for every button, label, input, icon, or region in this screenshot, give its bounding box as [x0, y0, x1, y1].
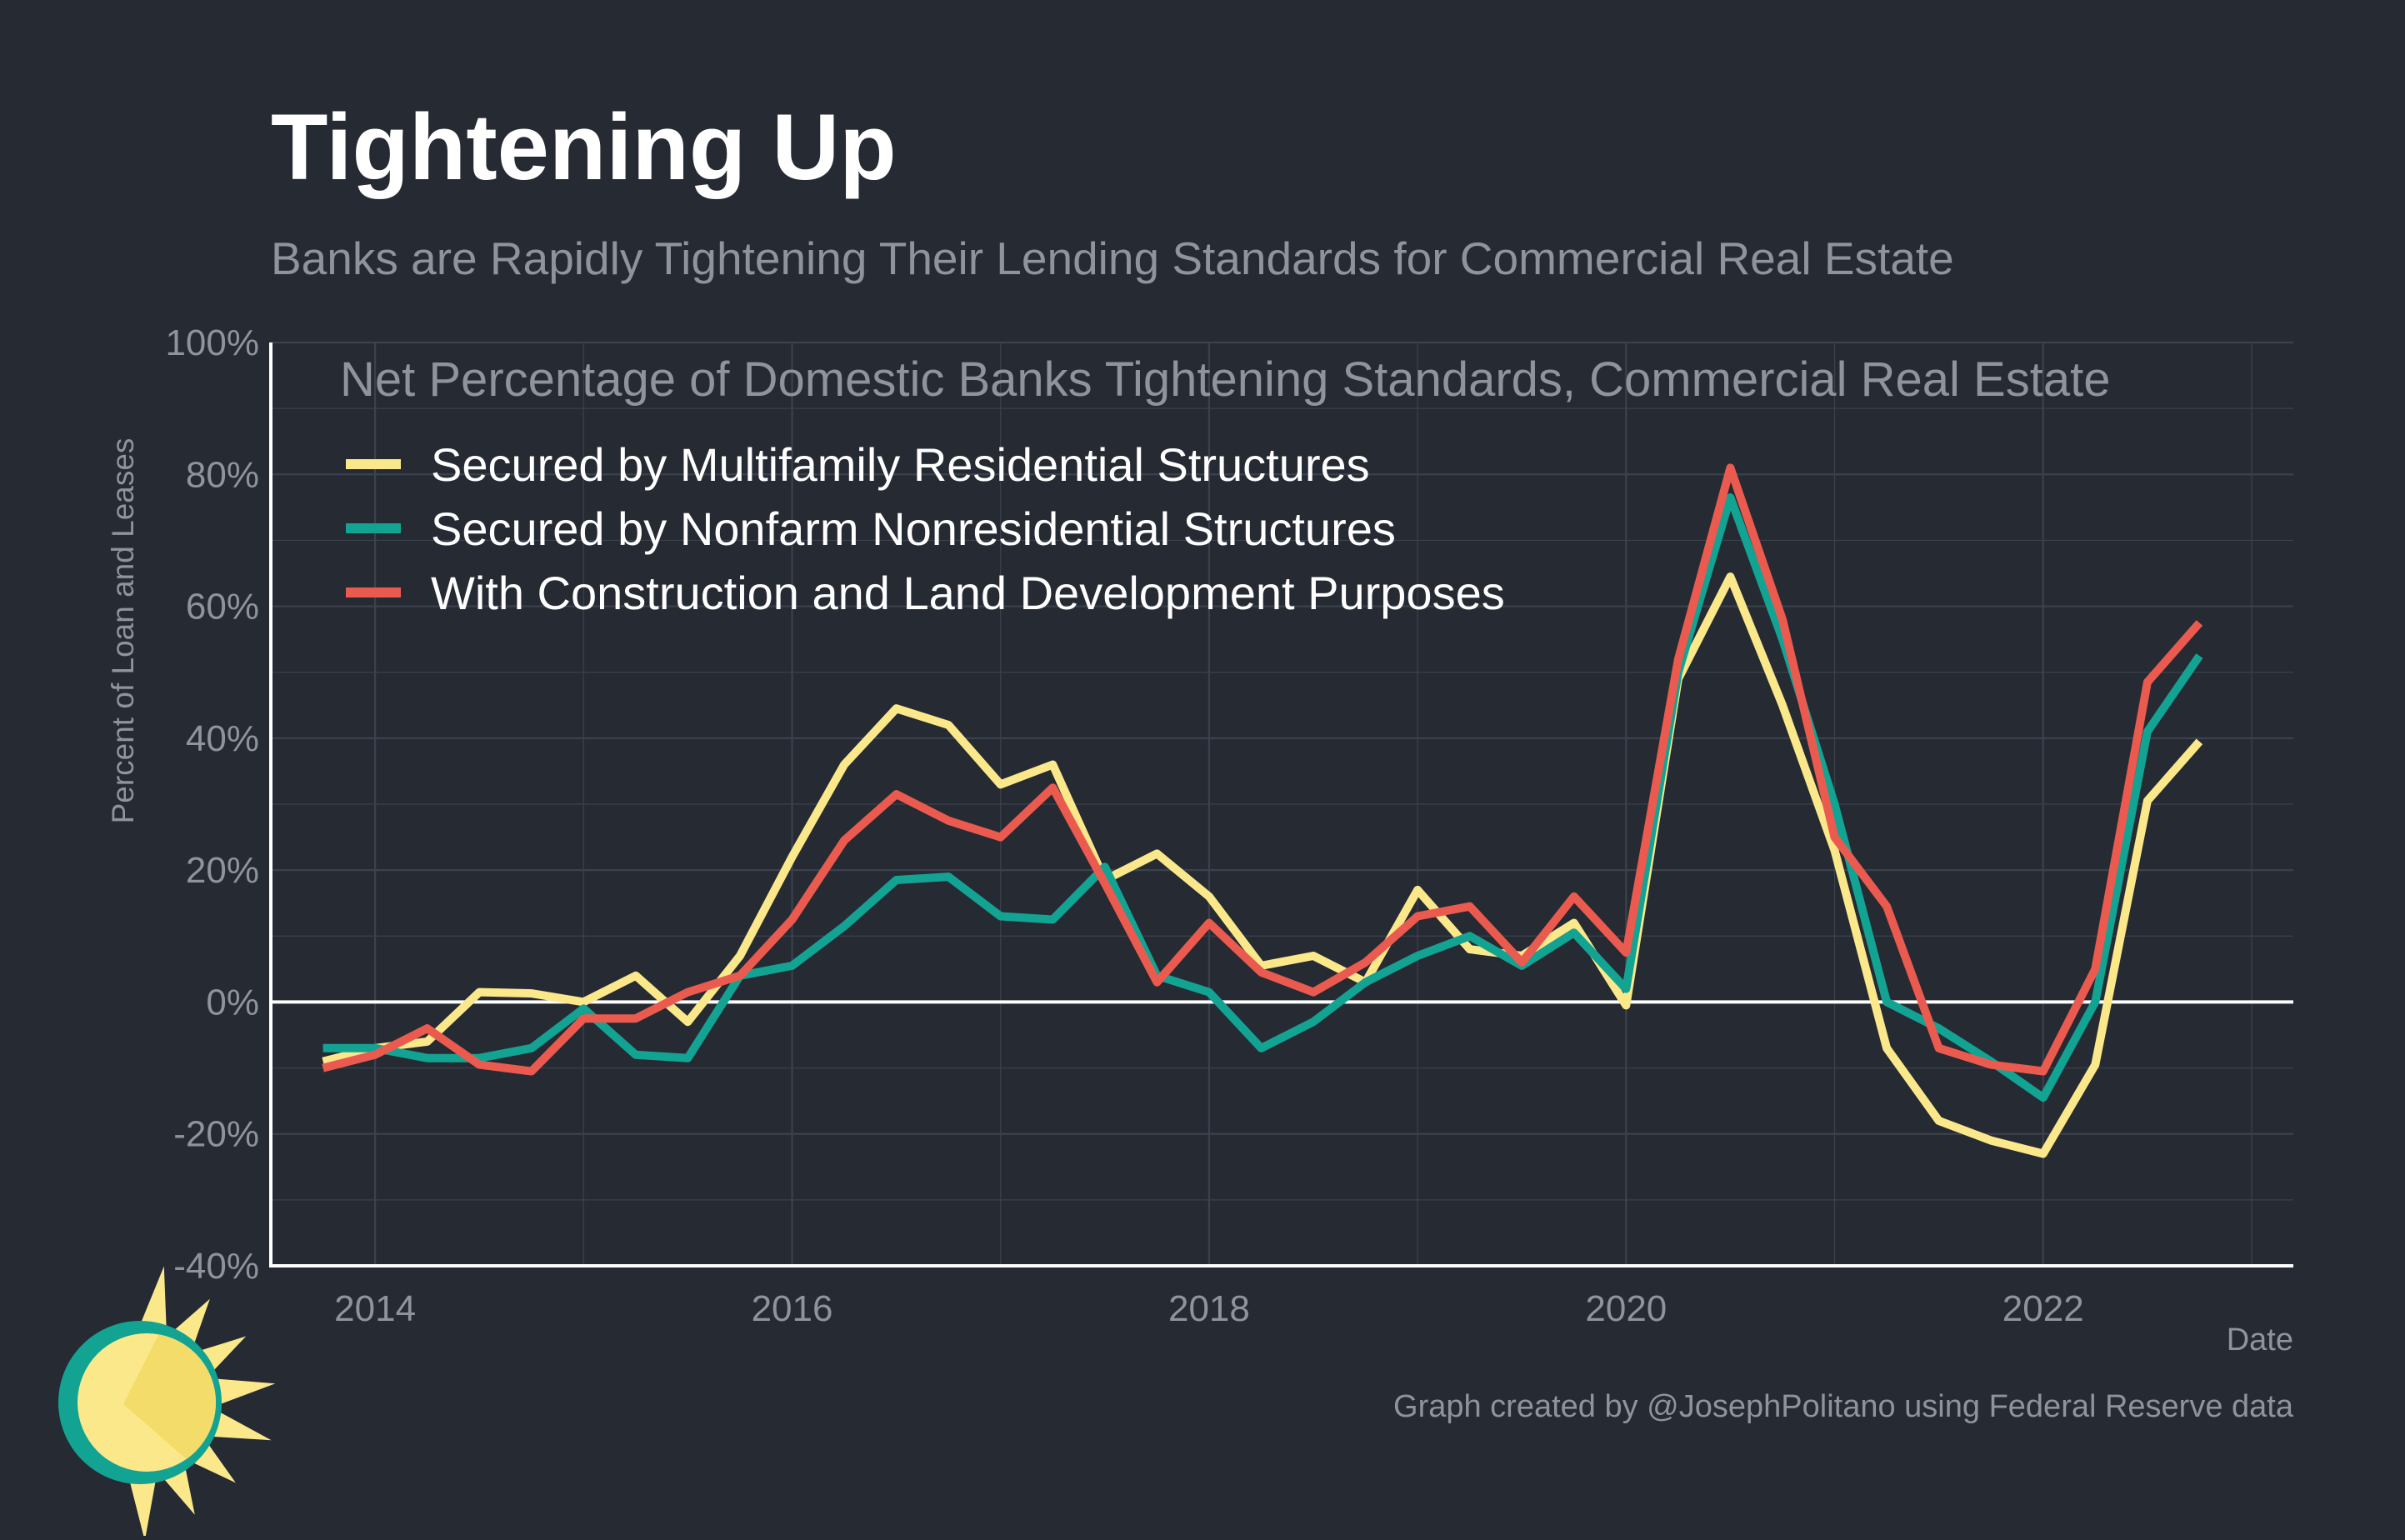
x-tick-labels: 2014 2016 2018 2020 2022: [334, 1288, 2084, 1329]
chart-subtitle: Banks are Rapidly Tightening Their Lendi…: [271, 232, 1954, 284]
axes: [269, 342, 2293, 1268]
series-line-2: [322, 493, 2203, 1102]
y-tick-label: 60%: [186, 587, 259, 628]
legend-label: With Construction and Land Development P…: [431, 567, 1505, 619]
x-tick-label: 2022: [2002, 1288, 2084, 1329]
sun-ray: [129, 1479, 157, 1540]
y-tick-label: -20%: [173, 1114, 259, 1155]
sun-ray: [140, 1266, 167, 1329]
caption: Graph created by @JosephPolitano using F…: [1393, 1389, 2294, 1424]
y-tick-label: 20%: [186, 850, 259, 891]
series-line-1: [322, 572, 2203, 1158]
legend-label: Secured by Multifamily Residential Struc…: [431, 438, 1370, 491]
y-tick-labels: -40% -20% 0% 20% 40% 60% 80% 100%: [165, 322, 259, 1287]
series-lines: [322, 463, 2203, 1158]
x-tick-label: 2020: [1585, 1288, 1667, 1329]
plot-title: Net Percentage of Domestic Banks Tighten…: [340, 352, 2110, 407]
legend-label: Secured by Nonfarm Nonresidential Struct…: [431, 502, 1396, 555]
legend: Secured by Multifamily Residential Struc…: [346, 438, 1505, 619]
sun-logo-icon: [58, 1266, 276, 1540]
y-tick-label: 0%: [206, 982, 259, 1022]
y-tick-label: 40%: [186, 718, 259, 759]
sun-ray: [210, 1411, 272, 1441]
y-tick-label: 100%: [165, 322, 259, 363]
chart-title: Tightening Up: [271, 95, 897, 199]
y-tick-label: -40%: [173, 1246, 259, 1287]
x-axis-label: Date: [2227, 1322, 2293, 1358]
y-axis-label: Percent of Loan and Leases: [106, 438, 140, 824]
x-tick-label: 2014: [334, 1288, 416, 1329]
grid: [271, 341, 2293, 1268]
sun-ray: [214, 1378, 276, 1405]
sun-shade: [123, 1334, 216, 1459]
series-line-3: [322, 463, 2203, 1076]
x-tick-label: 2018: [1168, 1288, 1250, 1329]
x-tick-label: 2016: [752, 1288, 833, 1329]
y-tick-label: 80%: [186, 454, 259, 495]
